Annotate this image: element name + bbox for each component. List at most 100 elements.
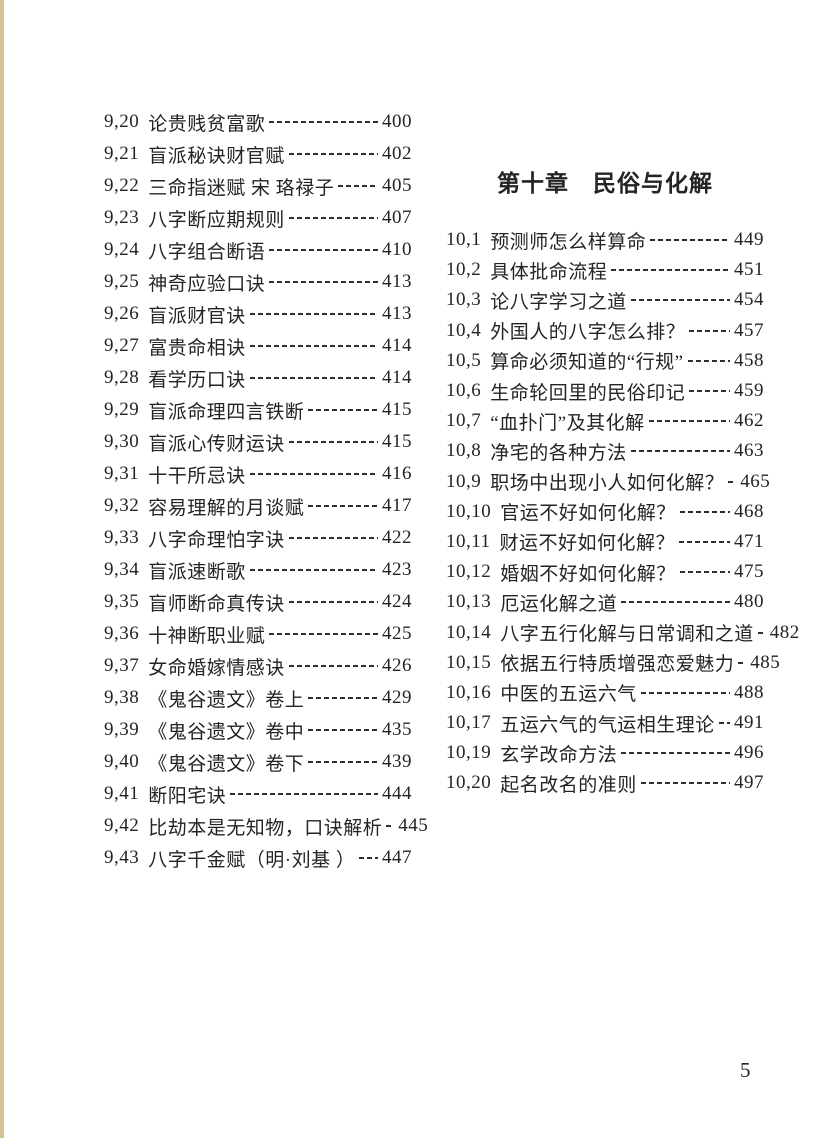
toc-entry-page: 496 [734,742,764,764]
toc-entry: 10,3 论八字学习之道 454 [446,285,764,315]
toc-entry-page: 415 [382,399,412,420]
chapter-heading: 第十章 民俗与化解 [497,171,713,196]
toc-entry-number: 9,27 [104,335,140,356]
toc-entry-number: 9,41 [104,783,140,804]
toc-entry-title: 净宅的各种方法 [490,442,627,464]
toc-dash-leader [230,793,378,795]
toc-entry-title: 断阳宅诀 [148,785,227,807]
toc-entry: 9,35 盲师断命真传诀 424 [104,586,412,618]
toc-entry: 9,33 八字命理怕字诀 422 [104,522,412,554]
toc-dash-leader [308,729,378,731]
toc-entry-title: 《鬼谷遗文》卷下 [148,753,305,775]
toc-entry-page: 449 [734,229,764,251]
toc-entry-title: 看学历口诀 [148,369,246,391]
toc-entry-number: 10,8 [446,440,482,462]
toc-dash-leader [288,217,378,219]
toc-entry: 9,23 八字断应期规则 407 [104,202,412,234]
toc-entry-page: 402 [382,143,412,164]
toc-entry-number: 10,14 [446,621,492,643]
toc-entry-number: 9,36 [104,623,140,644]
toc-dash-leader [757,631,766,634]
toc-entry: 9,43 八字千金赋（明·刘基 ） 447 [104,842,412,874]
toc-entry-title: 盲派秘诀财官赋 [148,145,285,167]
toc-entry-number: 10,17 [446,712,492,734]
toc-entry-title: 厄运化解之道 [500,593,618,615]
toc-entry-page: 475 [734,561,764,583]
toc-entry-number: 10,12 [446,561,492,583]
toc-entry: 9,32 容易理解的月谈赋 417 [104,490,412,522]
toc-entry: 10,6 生命轮回里的民俗印记 459 [446,376,764,406]
toc-entry: 9,41 断阳宅诀 444 [104,778,412,810]
toc-dash-leader [640,691,730,694]
toc-dash-leader [249,473,378,475]
toc-entry: 10,11 财运不好如何化解？ 471 [446,527,764,557]
toc-entry-number: 10,16 [446,681,492,703]
toc-dash-leader [288,153,378,155]
toc-dash-leader [269,633,378,635]
toc-entry: 9,36 十神断职业赋 425 [104,618,412,650]
toc-entry-page: 445 [398,815,429,836]
toc-right-column: 10,1 预测师怎么样算命 449 10,2 具体批命流程 451 10,3 论… [446,225,799,799]
toc-entry-page: 407 [382,207,412,228]
toc-entry-title: 八字断应期规则 [148,209,285,231]
toc-entry-title: 盲派命理四言铁断 [148,401,305,423]
toc-entry-page: 485 [750,651,781,673]
toc-entry-number: 9,24 [104,239,140,260]
toc-entry: 10,4 外国人的八字怎么排？ 457 [446,316,764,346]
toc-entry-title: “血扑门”及其化解 [490,412,645,434]
toc-entry-page: 457 [734,319,764,341]
toc-entry-title: 财运不好如何化解？ [499,533,676,555]
toc-entry: 9,22 三命指迷赋 宋 珞禄子 405 [104,170,412,202]
toc-entry-number: 10,1 [446,229,482,251]
toc-entry-number: 9,31 [104,463,140,484]
toc-entry-page: 429 [382,687,412,708]
toc-entry-number: 9,23 [104,207,140,228]
toc-entry: 9,30 盲派心传财运诀 415 [104,426,412,458]
toc-entry-page: 497 [734,772,764,794]
toc-dash-leader [288,665,378,667]
toc-entry-title: 盲派心传财运诀 [148,433,285,455]
toc-entry-number: 9,26 [104,303,140,324]
toc-entry-number: 9,29 [104,399,140,420]
toc-entry: 10,13 厄运化解之道 480 [446,587,764,617]
toc-entry: 9,21 盲派秘诀财官赋 402 [104,138,412,170]
toc-entry-number: 10,20 [446,772,492,794]
toc-entry-page: 405 [382,175,412,196]
toc-entry: 10,10 官运不好如何化解？ 468 [446,497,764,527]
toc-left-column: 9,20 论贵贱贫富歌 400 9,21 盲派秘诀财官赋 402 9,22 三命… [104,106,428,874]
toc-entry-page: 435 [382,719,412,740]
toc-entry: 9,38 《鬼谷遗文》卷上 429 [104,682,412,714]
toc-entry: 9,34 盲派速断歌 423 [104,554,412,586]
toc-dash-leader [269,249,378,251]
toc-entry-title: 预测师怎么样算命 [490,231,647,253]
toc-entry-title: 五运六气的气运相生理论 [500,714,715,736]
toc-entry-page: 462 [734,410,764,432]
toc-entry: 10,9 职场中出现小人如何化解？ 465 [446,467,770,497]
toc-entry-number: 10,7 [446,410,482,432]
toc-entry-page: 413 [382,303,412,324]
toc-entry-page: 417 [382,495,412,516]
toc-entry-title: 十干所忌诀 [148,465,246,487]
toc-dash-leader [611,269,730,272]
toc-dash-leader [249,345,378,347]
toc-entry-number: 9,43 [104,847,140,868]
toc-entry-title: 《鬼谷遗文》卷中 [148,721,305,743]
toc-entry-title: 外国人的八字怎么排？ [490,322,686,344]
toc-dash-leader [621,752,730,755]
page-number: 5 [740,1058,751,1082]
toc-entry-title: 神奇应验口诀 [148,273,266,295]
toc-entry-title: 比劫本是无知物，口诀解析 [148,817,383,839]
toc-entry-page: 459 [734,380,764,402]
toc-entry-number: 9,33 [104,527,140,548]
toc-entry-number: 9,32 [104,495,140,516]
toc-entry-title: 女命婚嫁情感诀 [148,657,285,679]
toc-entry-number: 9,22 [104,175,140,196]
toc-dash-leader [308,409,378,411]
toc-dash-leader [630,450,730,453]
toc-entry-number: 9,34 [104,559,140,580]
toc-dash-leader [269,281,378,283]
toc-entry-page: 454 [734,289,764,311]
toc-entry-title: 玄学改命方法 [500,744,618,766]
toc-entry-page: 414 [382,367,412,388]
toc-entry-page: 480 [734,591,764,613]
